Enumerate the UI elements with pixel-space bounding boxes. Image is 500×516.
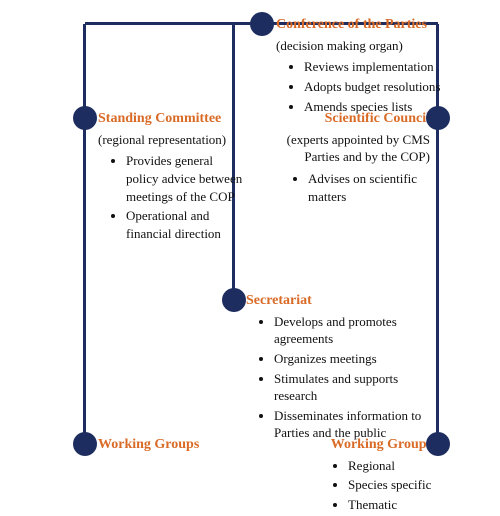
secretariat-bullet: Develops and promotes agreements	[274, 313, 436, 348]
node-secretariat-dot	[222, 288, 246, 312]
node-scientific-dot	[426, 106, 450, 130]
node-standing-dot	[73, 106, 97, 130]
cop-title: Conference of the Parties	[276, 16, 486, 35]
node-secretariat: Secretariat Develops and promotes agreem…	[246, 292, 436, 444]
node-wg-right-dot	[426, 432, 450, 456]
wg-right-bullets: Regional Species specific Thematic	[320, 457, 432, 514]
scientific-subtitle: (experts appointed by CMS Parties and by…	[268, 131, 430, 166]
standing-bullet: Provides general policy advice between m…	[126, 152, 248, 205]
secretariat-bullet: Organizes meetings	[274, 350, 436, 368]
node-wg-right: Working Groups Regional Species specific…	[320, 436, 432, 516]
wg-right-bullet: Species specific	[348, 476, 432, 494]
node-scientific: Scientific Council (experts appointed by…	[268, 110, 430, 207]
cop-bullets: Reviews implementation Adopts budget res…	[276, 58, 486, 115]
secretariat-title: Secretariat	[246, 292, 436, 311]
secretariat-bullets: Develops and promotes agreements Organiz…	[246, 313, 436, 442]
standing-subtitle: (regional representation)	[98, 131, 248, 149]
scientific-bullets: Advises on scientific matters	[268, 170, 430, 205]
node-cop-dot	[250, 12, 274, 36]
cop-subtitle: (decision making organ)	[276, 37, 486, 55]
wg-right-bullet: Regional	[348, 457, 432, 475]
scientific-title: Scientific Council	[268, 110, 430, 129]
scientific-bullet: Advises on scientific matters	[308, 170, 430, 205]
edge-left-vertical	[83, 24, 86, 444]
wg-right-title: Working Groups	[320, 436, 432, 455]
wg-left-title: Working Groups	[98, 436, 238, 455]
standing-title: Standing Committee	[98, 110, 248, 129]
secretariat-bullet: Stimulates and supports research	[274, 370, 436, 405]
node-cop: Conference of the Parties (decision maki…	[276, 16, 486, 117]
node-standing: Standing Committee (regional representat…	[98, 110, 248, 244]
cop-bullet: Adopts budget resolutions	[304, 78, 486, 96]
node-wg-left-dot	[73, 432, 97, 456]
standing-bullets: Provides general policy advice between m…	[98, 152, 248, 242]
standing-bullet: Operational and financial direction	[126, 207, 248, 242]
wg-right-bullet: Thematic	[348, 496, 432, 514]
edge-center-vertical-upper	[232, 24, 235, 118]
node-wg-left: Working Groups	[98, 436, 238, 457]
cop-bullet: Reviews implementation	[304, 58, 486, 76]
